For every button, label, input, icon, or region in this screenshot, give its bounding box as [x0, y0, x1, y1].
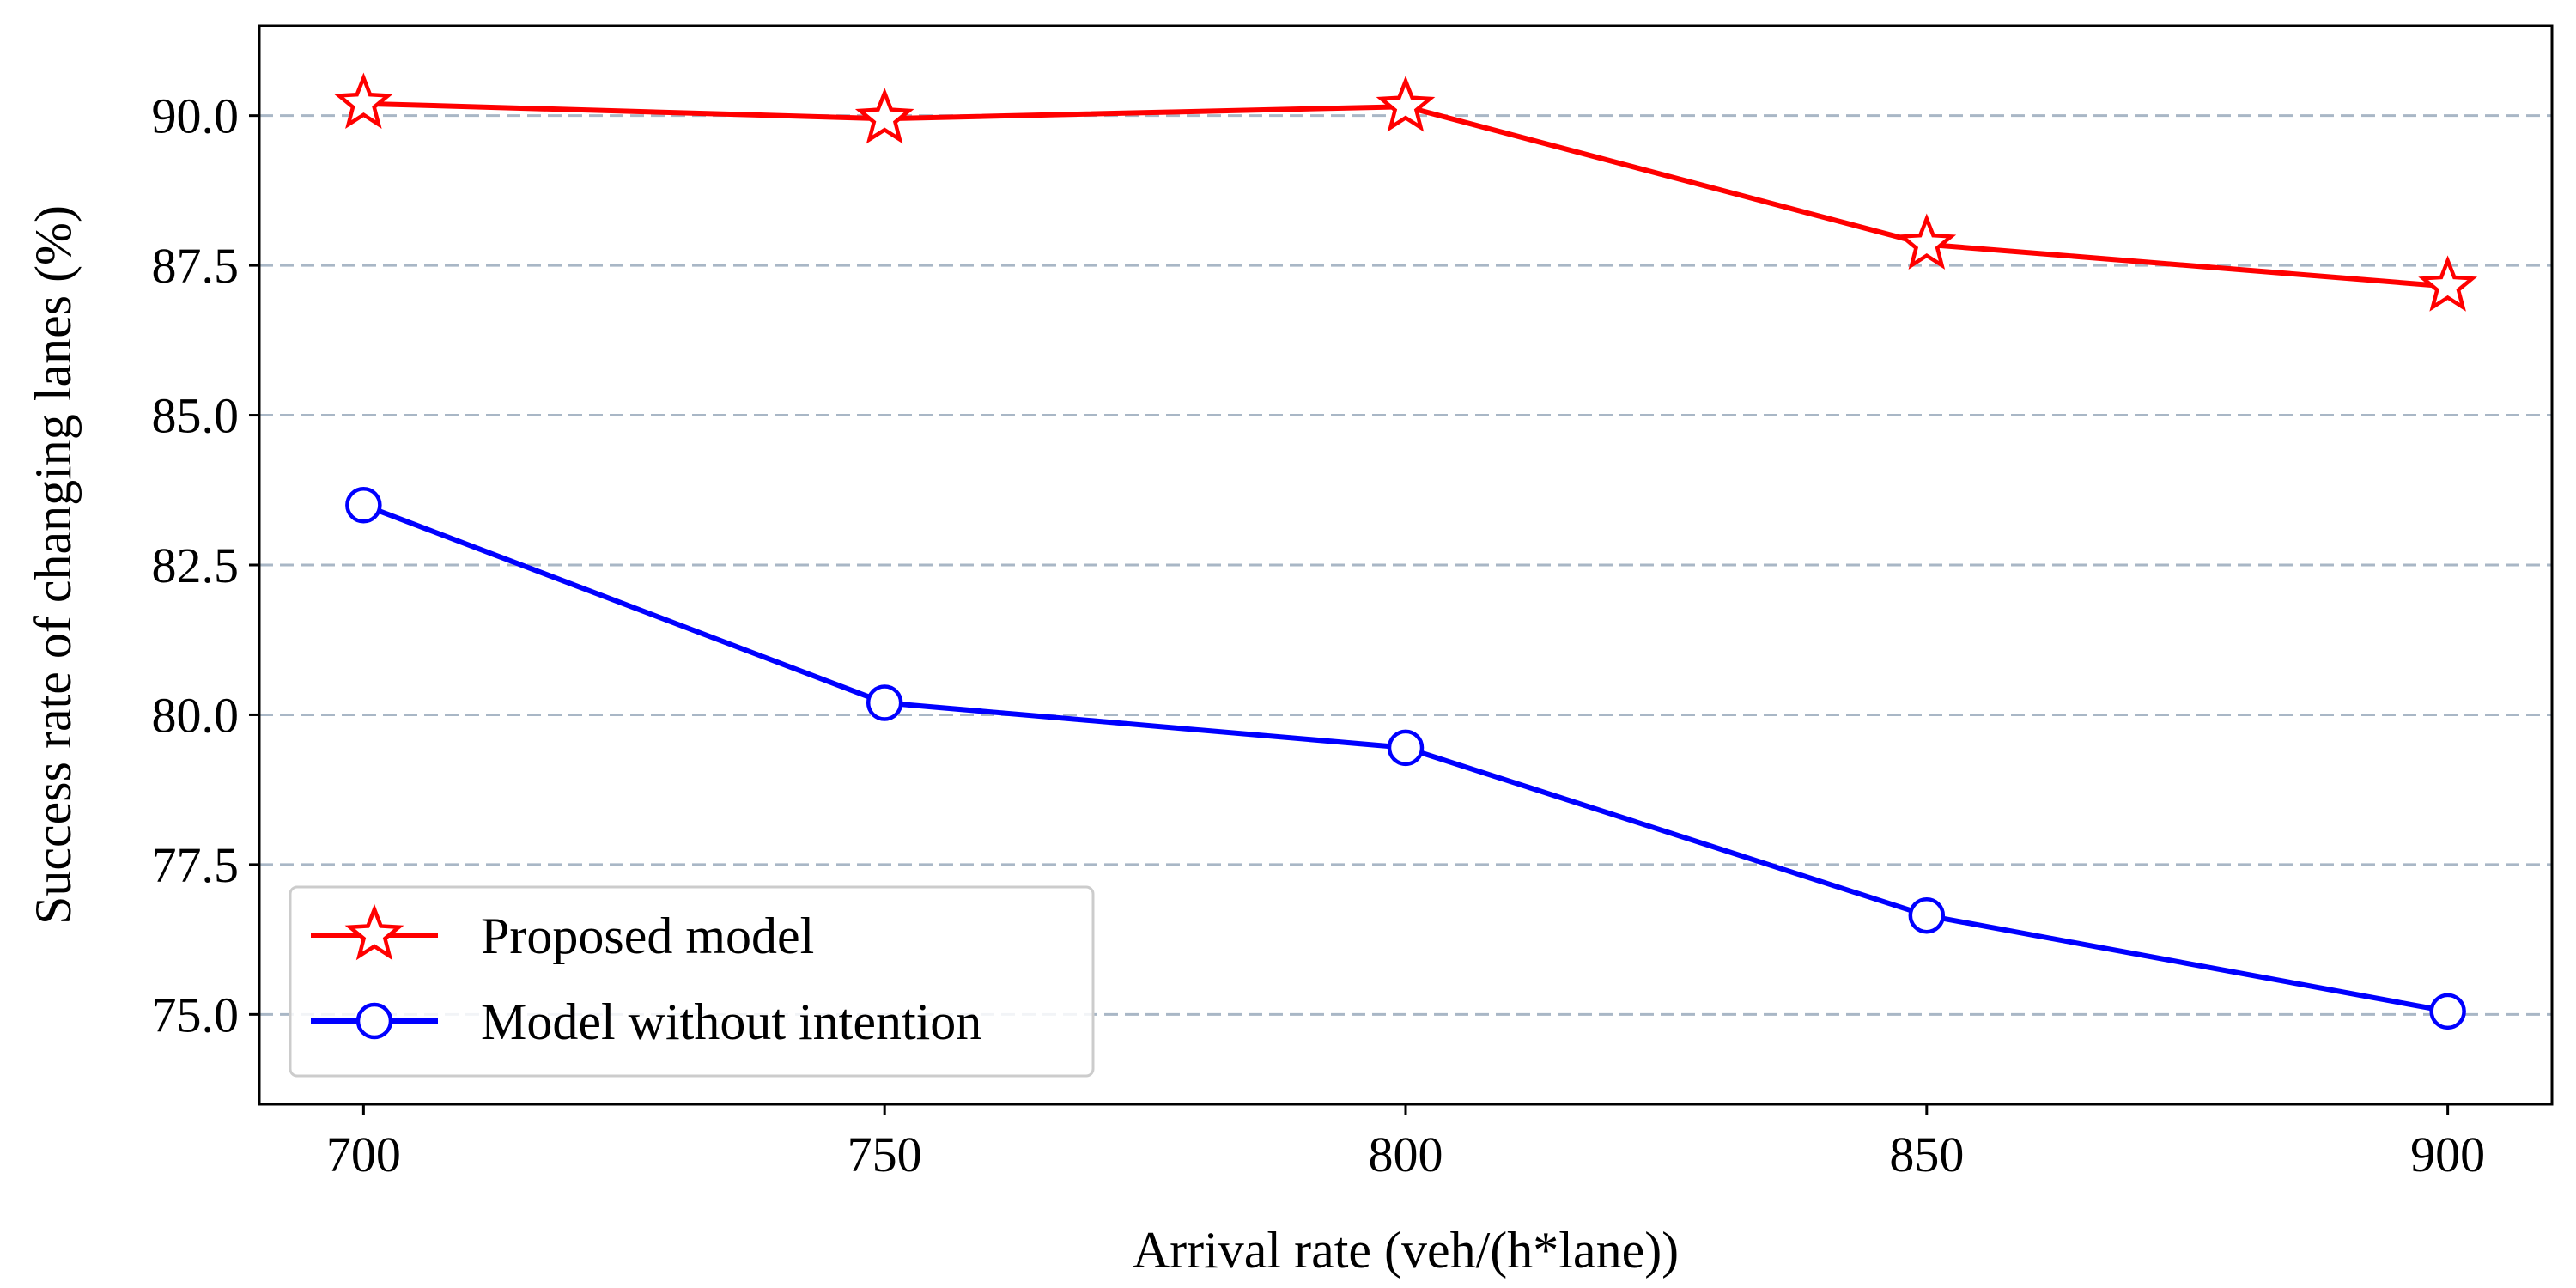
legend: Proposed model Model without intention	[289, 885, 1095, 1078]
y-tick-label: 85.0	[152, 388, 240, 444]
y-axis-label: Success rate of changing lanes (%)	[25, 205, 82, 925]
legend-marker	[344, 903, 404, 961]
y-axis-ticks: 75.0 77.5 80.0 82.5 85.0 87.5 90.0	[152, 88, 259, 1042]
data-point	[2429, 993, 2466, 1030]
x-tick-label: 900	[2410, 1127, 2485, 1182]
data-point	[866, 684, 903, 721]
grid-lines	[259, 114, 2552, 1016]
data-point	[2418, 255, 2478, 312]
legend-marker	[355, 1002, 393, 1040]
data-point	[1897, 213, 1957, 270]
y-tick-label: 82.5	[152, 538, 240, 593]
y-tick-label: 80.0	[152, 687, 240, 743]
series-layer	[333, 72, 2478, 1030]
series-line	[363, 100, 2448, 289]
x-axis-ticks: 700 750 800 850 900	[326, 1104, 2485, 1182]
data-point	[1376, 76, 1436, 132]
data-point	[333, 72, 393, 130]
x-axis-label: Arrival rate (veh/(h*lane))	[1133, 1222, 1679, 1279]
data-point	[1387, 729, 1425, 767]
data-point	[854, 88, 914, 144]
x-tick-label: 800	[1369, 1127, 1443, 1182]
x-tick-label: 700	[326, 1127, 401, 1182]
y-tick-label: 87.5	[152, 238, 240, 294]
legend-label: Model without intention	[481, 993, 981, 1050]
data-point	[1908, 896, 1946, 934]
legend-label: Proposed model	[481, 908, 814, 964]
y-tick-label: 90.0	[152, 88, 240, 144]
x-tick-label: 850	[1889, 1127, 1964, 1182]
series-0	[333, 72, 2478, 312]
y-tick-label: 77.5	[152, 837, 240, 893]
series-1	[345, 486, 2466, 1030]
data-point	[345, 486, 382, 524]
x-tick-label: 750	[848, 1127, 922, 1182]
y-tick-label: 75.0	[152, 987, 240, 1042]
legend-box	[289, 885, 1095, 1078]
